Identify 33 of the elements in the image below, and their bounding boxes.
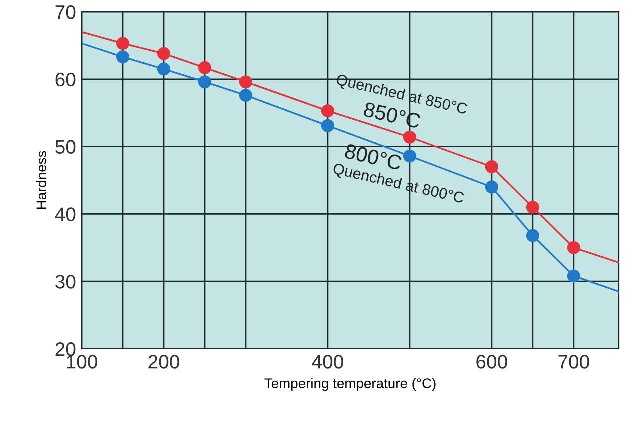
point: [567, 270, 580, 283]
x-tick-label: 700: [558, 355, 590, 369]
point: [403, 130, 416, 144]
point: [526, 229, 540, 242]
point: [198, 76, 212, 89]
x-axis-title: Tempering temperature (°C): [264, 378, 436, 392]
x-tick-label: 400: [312, 355, 344, 369]
x-tick-label: 600: [476, 355, 508, 369]
line-series: [82, 31, 619, 264]
y-tick-label: 70: [56, 5, 76, 20]
x-tick-label: 100: [67, 355, 98, 369]
point: [157, 47, 170, 60]
point: [239, 89, 252, 102]
line-series: [82, 42, 619, 293]
point: [321, 104, 334, 118]
point: [116, 50, 130, 64]
point: [116, 37, 130, 50]
point: [485, 180, 498, 194]
point: [198, 61, 212, 74]
point: [239, 76, 252, 89]
y-tick-label: 60: [56, 72, 76, 87]
point: [157, 62, 170, 76]
y-axis-title: Hardness: [36, 151, 47, 210]
y-tick-label: 30: [56, 275, 76, 289]
y-tick-label: 40: [55, 208, 76, 222]
point: [321, 119, 334, 132]
point: [526, 200, 540, 214]
x-tick-label: 200: [148, 355, 180, 369]
point: [485, 160, 498, 174]
point: [403, 150, 416, 163]
y-tick-label: 20: [56, 342, 76, 356]
point: [567, 241, 580, 254]
y-tick-label: 50: [56, 140, 76, 154]
